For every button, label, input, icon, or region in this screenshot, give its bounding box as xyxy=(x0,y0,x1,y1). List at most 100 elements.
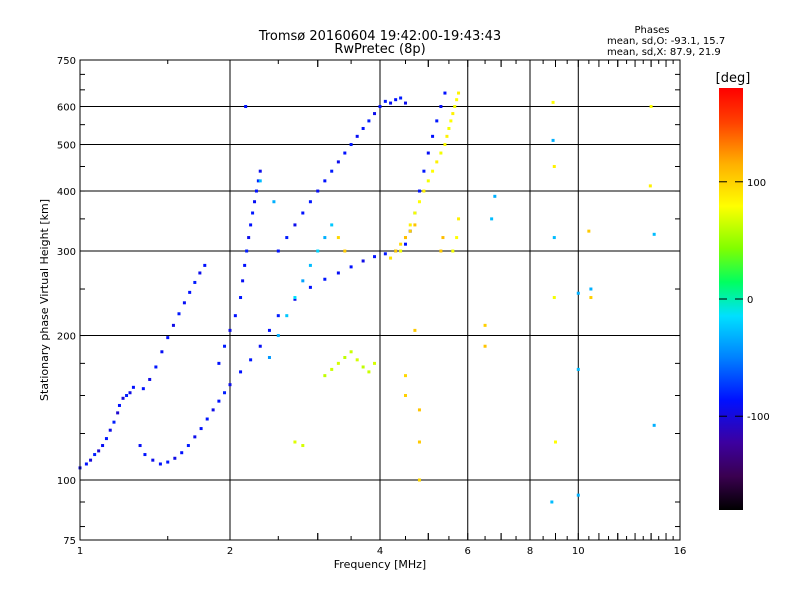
echo-point xyxy=(148,377,152,381)
echo-point xyxy=(128,391,132,395)
echo-point xyxy=(455,98,459,102)
echo-point xyxy=(193,435,197,439)
echo-point xyxy=(383,252,387,256)
echo-point xyxy=(589,287,593,291)
echo-point xyxy=(367,370,371,374)
echo-point xyxy=(439,151,443,155)
colorbar-tick-label: 0 xyxy=(747,295,753,306)
echo-point xyxy=(408,223,412,227)
echo-point xyxy=(104,437,108,441)
echo-point xyxy=(403,374,407,378)
echo-point xyxy=(457,217,461,221)
echo-point xyxy=(308,263,312,267)
x-tick-labels: 1 2 4 6 8 10 16 xyxy=(77,546,687,557)
echo-point xyxy=(394,98,398,102)
echo-point xyxy=(323,374,327,378)
echo-point xyxy=(217,361,221,365)
echo-point xyxy=(441,236,445,240)
echo-point xyxy=(203,263,207,267)
echo-point xyxy=(272,200,276,204)
echo-point xyxy=(426,179,430,183)
x-axis-label: Frequency [MHz] xyxy=(334,558,426,571)
y-tick-label: 100 xyxy=(57,476,76,487)
echo-point xyxy=(173,456,177,460)
echo-point xyxy=(403,236,407,240)
echo-point xyxy=(182,301,186,305)
echo-point xyxy=(455,236,459,240)
echo-point xyxy=(552,164,556,168)
echo-point xyxy=(143,453,147,457)
echo-point xyxy=(336,361,340,365)
echo-point xyxy=(451,249,455,253)
y-tick-label: 500 xyxy=(57,141,76,152)
echo-point xyxy=(267,328,271,332)
y-axis-label: Stationary phase Virtual Height [km] xyxy=(38,199,51,401)
echo-point xyxy=(445,134,449,138)
echo-point xyxy=(336,236,340,240)
stats-line-o: mean, sd,O: -93.1, 15.7 xyxy=(607,36,725,47)
echo-point xyxy=(431,134,435,138)
echo-point xyxy=(413,211,417,215)
echo-point xyxy=(199,427,203,431)
x-tick-label: 10 xyxy=(572,546,585,557)
echo-point xyxy=(166,460,170,464)
echo-point xyxy=(258,344,262,348)
echo-point xyxy=(422,169,426,173)
echo-point xyxy=(589,296,593,300)
stats-line-x: mean, sd,X: 87.9, 21.9 xyxy=(607,47,721,58)
colorbar-ticks: -100 0 100 xyxy=(719,178,770,423)
x-tick-label: 1 xyxy=(77,546,83,557)
echo-point xyxy=(276,249,280,253)
echo-point xyxy=(417,440,421,444)
echo-point xyxy=(383,99,387,103)
echo-point xyxy=(125,394,129,398)
echo-point xyxy=(198,271,202,275)
x-tick-label: 2 xyxy=(227,546,233,557)
echo-point xyxy=(652,232,656,236)
echo-point xyxy=(552,236,556,240)
echo-point xyxy=(355,358,359,362)
echo-point xyxy=(493,194,497,198)
echo-point xyxy=(308,285,312,289)
echo-point xyxy=(243,263,247,267)
echo-point xyxy=(343,151,347,155)
echo-point xyxy=(323,179,327,183)
echo-point xyxy=(399,242,403,246)
echo-point xyxy=(403,242,407,246)
echo-point xyxy=(254,189,258,193)
echo-point xyxy=(251,211,255,215)
echo-point xyxy=(239,370,243,374)
echo-point xyxy=(552,296,556,300)
echo-point xyxy=(343,249,347,253)
echo-point xyxy=(97,449,101,453)
echo-point xyxy=(158,462,162,466)
echo-point xyxy=(112,420,116,424)
echo-point xyxy=(330,223,334,227)
echo-point xyxy=(330,169,334,173)
echo-point xyxy=(228,383,232,387)
echo-point xyxy=(649,105,653,109)
echo-point xyxy=(551,100,555,104)
echo-point xyxy=(422,189,426,193)
echo-point xyxy=(361,126,365,130)
echo-point xyxy=(576,493,580,497)
echo-point xyxy=(239,296,243,300)
chart-subtitle: RwPretec (8p) xyxy=(334,42,425,57)
x-tick-label: 6 xyxy=(465,546,471,557)
echo-point xyxy=(373,112,377,116)
echo-point xyxy=(453,105,457,109)
echo-point xyxy=(316,189,320,193)
echo-point xyxy=(276,314,280,318)
echo-point xyxy=(413,223,417,227)
echo-point xyxy=(435,160,439,164)
echo-point xyxy=(417,189,421,193)
echo-point xyxy=(447,126,451,130)
echo-point xyxy=(323,277,327,281)
echo-point xyxy=(301,211,305,215)
echo-point xyxy=(389,256,393,260)
echo-point xyxy=(249,358,253,362)
echo-point xyxy=(276,334,280,338)
echo-point xyxy=(417,408,421,412)
echo-point xyxy=(361,259,365,263)
